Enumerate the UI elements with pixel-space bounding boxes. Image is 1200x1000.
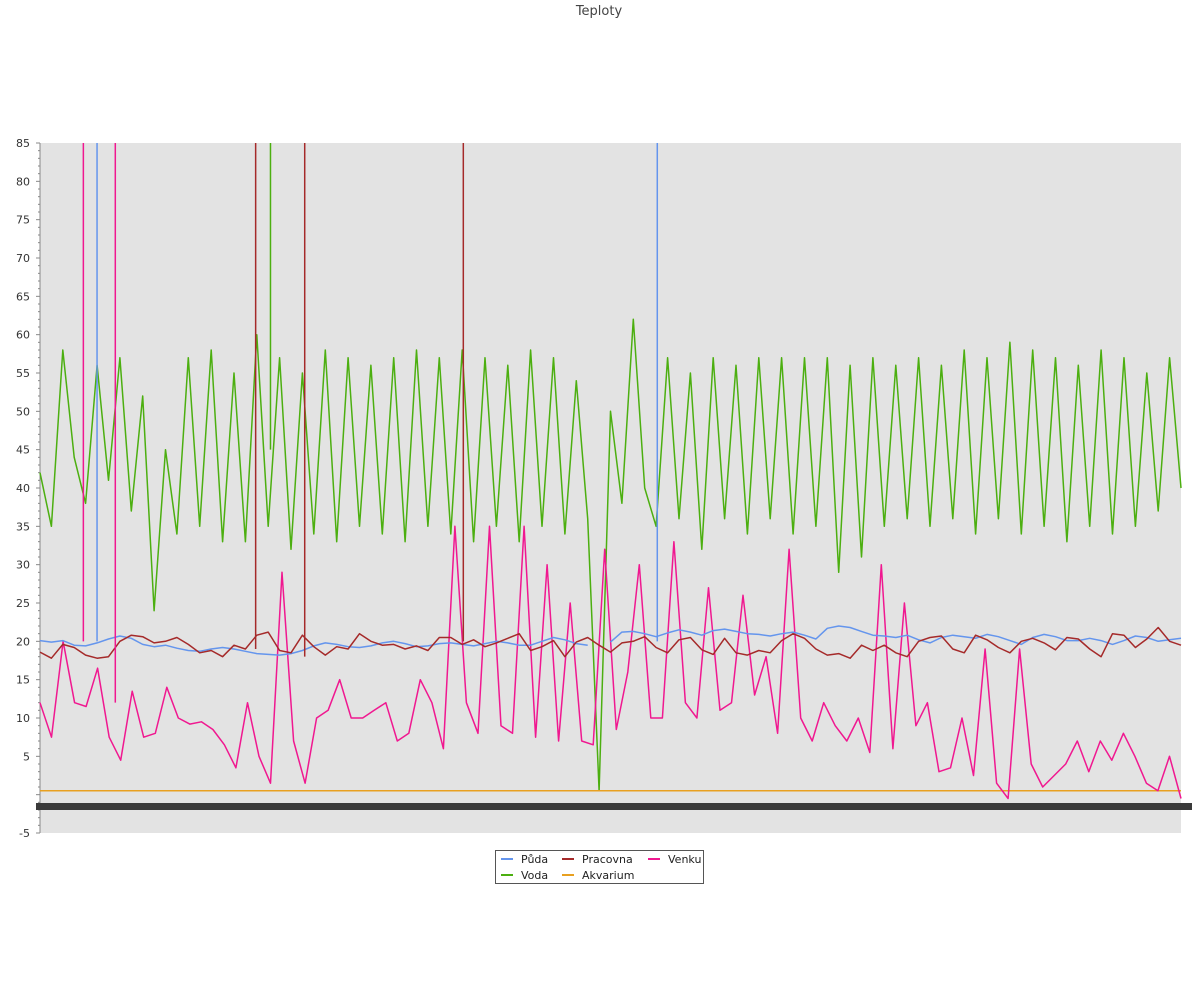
y-tick-label: 30 bbox=[16, 559, 30, 572]
y-tick-label: 25 bbox=[16, 597, 30, 610]
y-tick-label: 35 bbox=[16, 520, 30, 533]
y-tick-label: 15 bbox=[16, 674, 30, 687]
y-tick-label: 60 bbox=[16, 329, 30, 342]
y-tick-label: 40 bbox=[16, 482, 30, 495]
legend-swatch-akvarium bbox=[562, 874, 574, 876]
y-tick-label: -5 bbox=[19, 827, 30, 840]
legend-item-venku: Venku bbox=[648, 853, 701, 866]
legend-label-voda: Voda bbox=[521, 869, 549, 882]
x-axis-bar bbox=[36, 803, 1192, 810]
legend-swatch-voda bbox=[501, 874, 513, 876]
legend-item-voda: Voda bbox=[501, 869, 548, 882]
y-tick-label: 10 bbox=[16, 712, 30, 725]
legend-swatch-pracovna bbox=[562, 858, 574, 860]
y-tick-label: 20 bbox=[16, 635, 30, 648]
y-tick-label: 85 bbox=[16, 137, 30, 150]
legend-item-puda: Půda bbox=[501, 853, 548, 866]
y-tick-label: 65 bbox=[16, 290, 30, 303]
legend-label-venku: Venku bbox=[668, 853, 702, 866]
legend-swatch-puda bbox=[501, 858, 513, 860]
legend: Půda Pracovna Venku Voda Akvarium bbox=[495, 850, 704, 884]
legend-label-akvarium: Akvarium bbox=[582, 869, 635, 882]
series-line-venku bbox=[39, 525, 1182, 800]
series-layer bbox=[39, 143, 1182, 800]
series-line-voda bbox=[39, 318, 1182, 792]
chart-title: Teploty bbox=[575, 4, 623, 19]
series-line-pracovna bbox=[39, 626, 1182, 659]
y-tick-label: 70 bbox=[16, 252, 30, 265]
legend-label-pracovna: Pracovna bbox=[582, 853, 633, 866]
y-tick-label: 45 bbox=[16, 444, 30, 457]
y-tick-label: 50 bbox=[16, 405, 30, 418]
y-tick-label: 75 bbox=[16, 214, 30, 227]
y-tick-label: 55 bbox=[16, 367, 30, 380]
y-axis: -5 5 10 15 20 25 30 35 40 45 50 55 60 65 70 75 80 85 bbox=[16, 137, 41, 840]
plot-area bbox=[40, 143, 1181, 833]
y-tick-label: 5 bbox=[23, 750, 30, 763]
legend-item-pracovna: Pracovna bbox=[562, 853, 633, 866]
legend-label-puda: Půda bbox=[521, 853, 549, 866]
legend-swatch-venku bbox=[648, 858, 660, 860]
legend-item-akvarium: Akvarium bbox=[562, 869, 634, 882]
y-tick-label: 80 bbox=[16, 175, 30, 188]
